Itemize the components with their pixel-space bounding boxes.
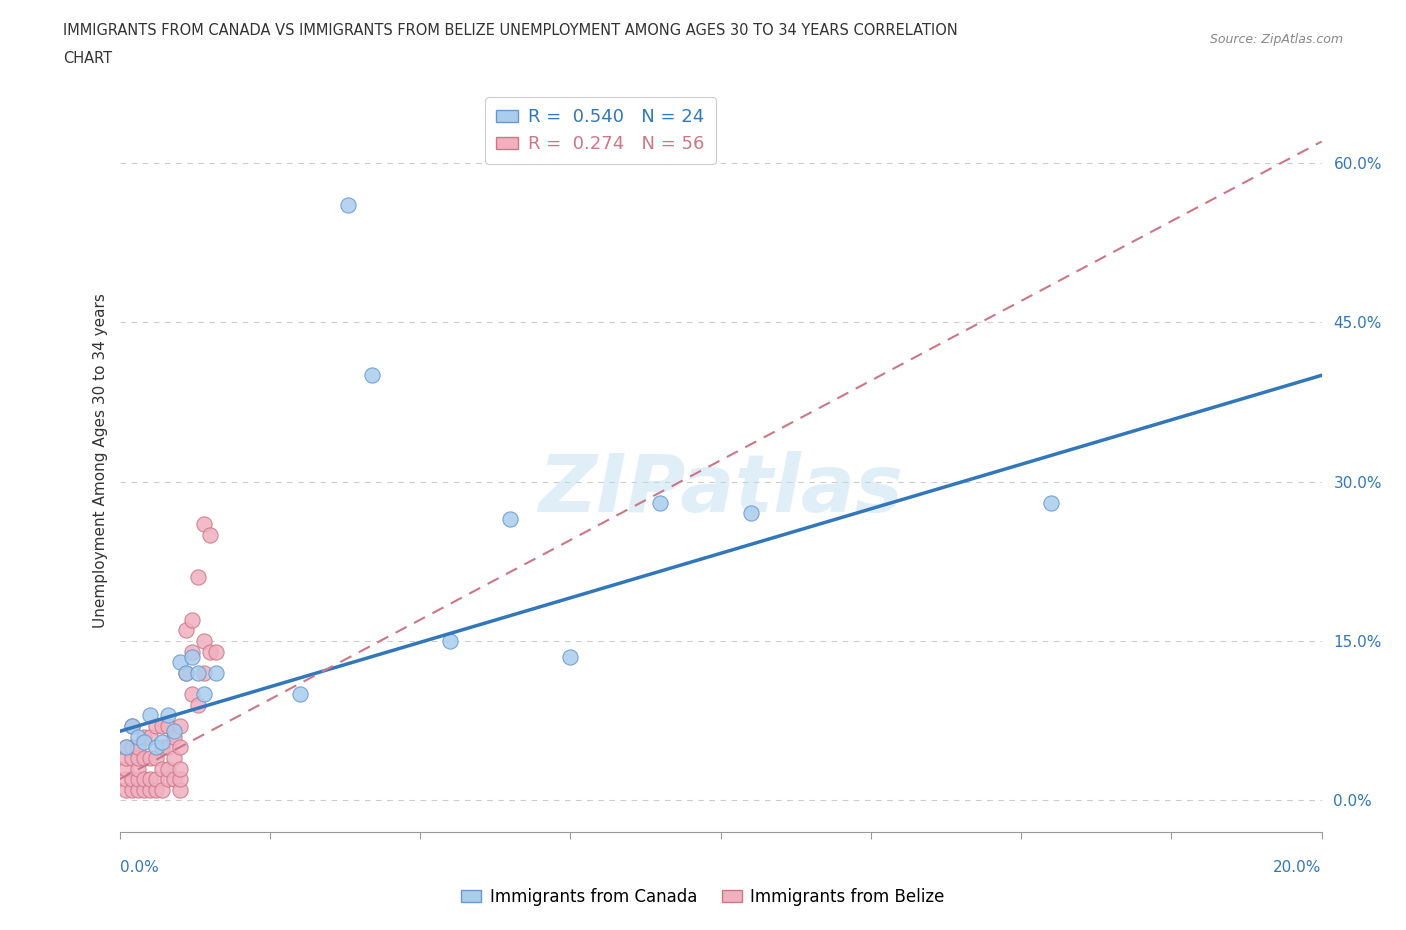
Point — [174, 666, 197, 681]
Point — [156, 772, 179, 787]
Point — [138, 772, 160, 787]
Y-axis label: Unemployment Among Ages 30 to 34 years: Unemployment Among Ages 30 to 34 years — [93, 293, 108, 628]
Point — [162, 724, 184, 738]
Point — [156, 708, 179, 723]
Point — [127, 729, 149, 744]
Point — [121, 719, 143, 734]
Point — [114, 761, 136, 776]
Point — [162, 729, 184, 744]
Point — [138, 751, 160, 765]
Point — [204, 666, 226, 681]
Point — [145, 782, 167, 797]
Point — [198, 644, 221, 659]
Point — [114, 751, 136, 765]
Point — [150, 740, 173, 755]
Point — [114, 740, 136, 755]
Point — [132, 782, 155, 797]
Point — [145, 740, 167, 755]
Point — [114, 740, 136, 755]
Point — [180, 649, 202, 664]
Point — [121, 782, 143, 797]
Text: 0.0%: 0.0% — [120, 860, 159, 875]
Point — [740, 506, 762, 521]
Point — [150, 719, 173, 734]
Text: ZIPatlas: ZIPatlas — [538, 451, 903, 529]
Point — [193, 633, 215, 648]
Point — [169, 719, 191, 734]
Point — [127, 772, 149, 787]
Point — [162, 751, 184, 765]
Point — [132, 735, 155, 750]
Point — [180, 612, 202, 627]
Point — [169, 782, 191, 797]
Point — [132, 772, 155, 787]
Point — [127, 782, 149, 797]
Point — [138, 782, 160, 797]
Point — [193, 666, 215, 681]
Point — [150, 761, 173, 776]
Point — [138, 729, 160, 744]
Point — [138, 708, 160, 723]
Point — [145, 719, 167, 734]
Point — [204, 644, 226, 659]
Point — [198, 527, 221, 542]
Text: 20.0%: 20.0% — [1274, 860, 1322, 875]
Legend: R =  0.540   N = 24, R =  0.274   N = 56: R = 0.540 N = 24, R = 0.274 N = 56 — [485, 98, 716, 164]
Point — [114, 782, 136, 797]
Point — [439, 633, 461, 648]
Point — [121, 719, 143, 734]
Point — [162, 772, 184, 787]
Point — [150, 782, 173, 797]
Text: IMMIGRANTS FROM CANADA VS IMMIGRANTS FROM BELIZE UNEMPLOYMENT AMONG AGES 30 TO 3: IMMIGRANTS FROM CANADA VS IMMIGRANTS FRO… — [63, 23, 957, 38]
Point — [169, 772, 191, 787]
Point — [560, 649, 582, 664]
Legend: Immigrants from Canada, Immigrants from Belize: Immigrants from Canada, Immigrants from … — [454, 881, 952, 912]
Point — [156, 719, 179, 734]
Point — [114, 772, 136, 787]
Point — [169, 655, 191, 670]
Point — [169, 740, 191, 755]
Point — [180, 644, 202, 659]
Point — [150, 735, 173, 750]
Point — [132, 729, 155, 744]
Point — [127, 751, 149, 765]
Text: Source: ZipAtlas.com: Source: ZipAtlas.com — [1209, 33, 1343, 46]
Point — [121, 751, 143, 765]
Point — [180, 686, 202, 701]
Point — [361, 368, 384, 383]
Point — [187, 698, 209, 712]
Point — [156, 761, 179, 776]
Point — [145, 772, 167, 787]
Point — [1040, 496, 1063, 511]
Point — [193, 686, 215, 701]
Point — [288, 686, 311, 701]
Point — [127, 761, 149, 776]
Point — [156, 740, 179, 755]
Point — [127, 740, 149, 755]
Point — [132, 751, 155, 765]
Point — [174, 666, 197, 681]
Point — [499, 512, 522, 526]
Point — [174, 623, 197, 638]
Point — [650, 496, 672, 511]
Point — [193, 517, 215, 532]
Point — [145, 751, 167, 765]
Point — [121, 740, 143, 755]
Text: CHART: CHART — [63, 51, 112, 66]
Point — [121, 772, 143, 787]
Point — [187, 570, 209, 585]
Point — [187, 666, 209, 681]
Point — [336, 198, 359, 213]
Point — [169, 761, 191, 776]
